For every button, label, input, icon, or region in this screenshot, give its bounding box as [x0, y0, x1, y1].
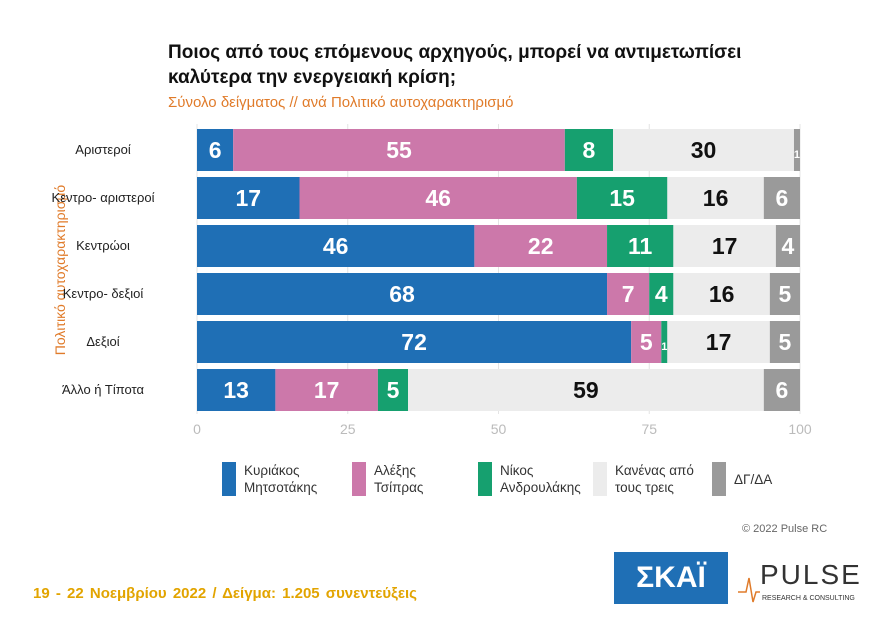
data-label: 17: [712, 233, 738, 259]
legend-label: Κανένας από τους τρεις: [615, 463, 694, 495]
data-label: 17: [706, 329, 732, 355]
data-label: 6: [776, 185, 789, 211]
category-label: Κεντρο- δεξιοί: [62, 286, 144, 301]
legend-label: Νίκος Ανδρουλάκης: [500, 463, 581, 495]
bar-segment: [233, 129, 565, 171]
data-label: 72: [401, 329, 427, 355]
category-label: Κεντρώοι: [76, 238, 130, 253]
data-label: 7: [622, 281, 635, 307]
x-tick-label: 25: [340, 421, 356, 437]
bar-segment: [607, 273, 650, 315]
pulse-logo: PULSE: [760, 559, 862, 590]
data-label: 16: [709, 281, 735, 307]
chart-subtitle: Σύνολο δείγματος // ανά Πολιτικό αυτοχαρ…: [168, 94, 514, 111]
bar-segment: [763, 369, 800, 411]
skai-logo: ΣΚΑΪ: [636, 561, 706, 594]
bar-segment: [197, 321, 632, 363]
data-label: 17: [235, 185, 261, 211]
bar-segment: [631, 321, 662, 363]
category-label: Δεξιοί: [86, 334, 120, 349]
chart-title: Ποιος από τους επόμενους αρχηγούς, μπορε…: [168, 42, 742, 88]
data-label: 16: [703, 185, 729, 211]
bar-segment: [649, 273, 674, 315]
legend-swatch: [352, 462, 366, 496]
legend-label: Κυριάκος Μητσοτάκης: [244, 463, 318, 495]
data-label: 68: [389, 281, 415, 307]
legend-swatch: [478, 462, 492, 496]
legend-label: ΔΓ/ΔΑ: [734, 472, 773, 487]
bar-segment: [474, 225, 608, 267]
bar-segment: [299, 177, 577, 219]
pulse-sub: RESEARCH & CONSULTING: [762, 595, 855, 602]
bar-segment: [613, 129, 794, 171]
bar-segment: [564, 129, 614, 171]
skai-logo-bg: [614, 552, 728, 604]
data-label: 4: [655, 281, 668, 307]
legend-label: Αλέξης Τσίπρας: [374, 463, 424, 495]
bar-segment: [667, 321, 770, 363]
bar-segment: [377, 369, 409, 411]
bar-segment: [197, 369, 276, 411]
bar-segment: [607, 225, 674, 267]
bar-segment: [775, 225, 800, 267]
data-label: 8: [583, 137, 596, 163]
x-tick-label: 75: [641, 421, 657, 437]
data-label: 55: [386, 137, 412, 163]
x-tick-label: 50: [491, 421, 507, 437]
data-label: 4: [782, 233, 795, 259]
data-label: 5: [779, 281, 792, 307]
bar-segment: [769, 273, 800, 315]
data-label: 46: [323, 233, 349, 259]
bar-segment: [197, 225, 475, 267]
data-label: 5: [779, 329, 792, 355]
data-label: 30: [691, 137, 717, 163]
bar-segment: [576, 177, 668, 219]
data-label: 15: [609, 185, 635, 211]
data-label: 13: [223, 377, 249, 403]
bar-segment: [275, 369, 378, 411]
data-label: 6: [209, 137, 222, 163]
data-label: 11: [628, 233, 653, 259]
bar-segment: [667, 177, 764, 219]
footer: 19 - 22 Νοεμβρίου 2022 / Δείγμα: 1.205 σ…: [33, 585, 417, 602]
legend-swatch: [593, 462, 607, 496]
data-label: 5: [640, 329, 653, 355]
bar-segment: [197, 177, 300, 219]
pulse-wave: [738, 577, 760, 603]
x-tick-label: 100: [788, 421, 812, 437]
x-tick-label: 0: [193, 421, 201, 437]
data-label: 1: [661, 341, 667, 353]
bar-segment: [408, 369, 764, 411]
data-label: 46: [425, 185, 451, 211]
legend-swatch: [222, 462, 236, 496]
category-label: Άλλο ή Τίποτα: [61, 382, 145, 397]
legend-swatch: [712, 462, 726, 496]
bar-segment: [197, 273, 608, 315]
category-label: Αριστεροί: [75, 142, 131, 157]
data-label: 6: [776, 377, 789, 403]
bar-segment: [769, 321, 800, 363]
data-label: 22: [528, 233, 554, 259]
bar-segment: [673, 225, 776, 267]
data-label: 17: [314, 377, 340, 403]
category-label: Κεντρο- αριστεροί: [51, 190, 155, 205]
bar-segment: [673, 273, 770, 315]
copyright: © 2022 Pulse RC: [742, 523, 828, 535]
data-label: 59: [573, 377, 599, 403]
data-label: 1: [794, 149, 800, 161]
bar-segment: [763, 177, 800, 219]
bar-segment: [661, 321, 668, 363]
data-label: 5: [387, 377, 400, 403]
bar-segment: [197, 129, 234, 171]
bar-segment: [793, 129, 800, 171]
